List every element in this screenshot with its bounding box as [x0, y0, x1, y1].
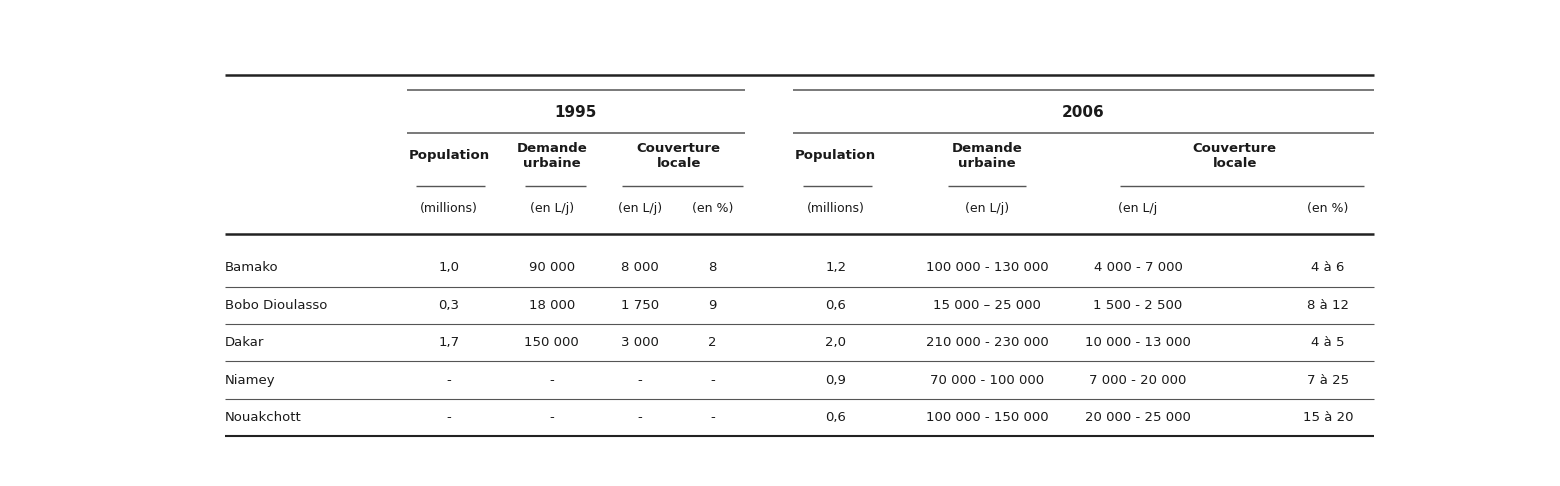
Text: Bamako: Bamako: [225, 261, 279, 275]
Text: (millions): (millions): [807, 202, 864, 214]
Text: 0,3: 0,3: [438, 299, 459, 312]
Text: Dakar: Dakar: [225, 336, 265, 349]
Text: (millions): (millions): [420, 202, 477, 214]
Text: 0,9: 0,9: [825, 374, 846, 387]
Text: 0,6: 0,6: [825, 411, 846, 424]
Text: -: -: [710, 374, 714, 387]
Text: 210 000 - 230 000: 210 000 - 230 000: [925, 336, 1048, 349]
Text: 1,7: 1,7: [438, 336, 460, 349]
Text: 100 000 - 130 000: 100 000 - 130 000: [925, 261, 1048, 275]
Text: 2006: 2006: [1062, 105, 1104, 120]
Text: 1 750: 1 750: [621, 299, 658, 312]
Text: Population: Population: [409, 149, 490, 162]
Text: Bobo Dioulasso: Bobo Dioulasso: [225, 299, 328, 312]
Text: 150 000: 150 000: [524, 336, 579, 349]
Text: (en %): (en %): [1307, 202, 1348, 214]
Text: (en L/j): (en L/j): [964, 202, 1009, 214]
Text: 7 à 25: 7 à 25: [1307, 374, 1349, 387]
Text: 18 000: 18 000: [529, 299, 574, 312]
Text: 10 000 - 13 000: 10 000 - 13 000: [1086, 336, 1190, 349]
Text: -: -: [638, 411, 643, 424]
Text: -: -: [638, 374, 643, 387]
Text: -: -: [446, 374, 451, 387]
Text: (en L/j): (en L/j): [529, 202, 574, 214]
Text: 1,2: 1,2: [825, 261, 847, 275]
Text: 70 000 - 100 000: 70 000 - 100 000: [930, 374, 1044, 387]
Text: 4 à 5: 4 à 5: [1310, 336, 1345, 349]
Text: Nouakchott: Nouakchott: [225, 411, 303, 424]
Text: 90 000: 90 000: [529, 261, 574, 275]
Text: Couverture
locale: Couverture locale: [1193, 141, 1276, 170]
Text: 1995: 1995: [555, 105, 597, 120]
Text: 8 à 12: 8 à 12: [1307, 299, 1349, 312]
Text: 2: 2: [708, 336, 716, 349]
Text: 8: 8: [708, 261, 716, 275]
Text: 4 000 - 7 000: 4 000 - 7 000: [1094, 261, 1182, 275]
Text: 7 000 - 20 000: 7 000 - 20 000: [1089, 374, 1187, 387]
Text: Demande
urbaine: Demande urbaine: [952, 141, 1022, 170]
Text: 9: 9: [708, 299, 716, 312]
Text: 20 000 - 25 000: 20 000 - 25 000: [1086, 411, 1190, 424]
Text: Population: Population: [796, 149, 877, 162]
Text: 1 500 - 2 500: 1 500 - 2 500: [1094, 299, 1182, 312]
Text: 2,0: 2,0: [825, 336, 846, 349]
Text: -: -: [549, 374, 554, 387]
Text: 15 à 20: 15 à 20: [1303, 411, 1353, 424]
Text: 1,0: 1,0: [438, 261, 459, 275]
Text: Niamey: Niamey: [225, 374, 276, 387]
Text: -: -: [710, 411, 714, 424]
Text: 8 000: 8 000: [621, 261, 658, 275]
Text: Couverture
locale: Couverture locale: [636, 141, 721, 170]
Text: 4 à 6: 4 à 6: [1310, 261, 1345, 275]
Text: -: -: [549, 411, 554, 424]
Text: Demande
urbaine: Demande urbaine: [516, 141, 587, 170]
Text: 100 000 - 150 000: 100 000 - 150 000: [925, 411, 1048, 424]
Text: 15 000 – 25 000: 15 000 – 25 000: [933, 299, 1041, 312]
Text: (en L/j: (en L/j: [1119, 202, 1158, 214]
Text: 0,6: 0,6: [825, 299, 846, 312]
Text: (en L/j): (en L/j): [618, 202, 661, 214]
Text: 3 000: 3 000: [621, 336, 658, 349]
Text: -: -: [446, 411, 451, 424]
Text: (en %): (en %): [691, 202, 733, 214]
